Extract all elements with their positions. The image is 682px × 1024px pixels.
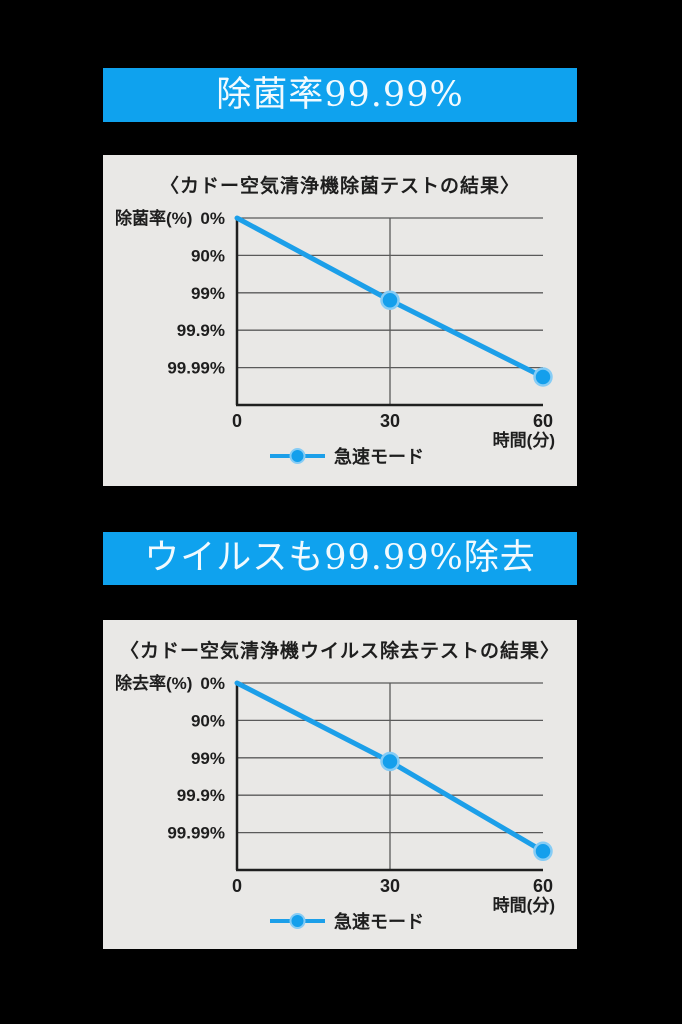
x-tick-label: 0 (232, 411, 242, 431)
chart-panel-virus: 〈カドー空気清浄機ウイルス除去テストの結果〉 0% 90% 99% 99.9% 99.9… (103, 620, 577, 949)
y-tick-label: 0% (200, 674, 225, 693)
sterilization-line-chart: 0% 90% 99% 99.9% 99.99% 0 30 60 除菌率(%) 時間(分) 急速モード (115, 208, 555, 467)
x-axis-label: 時間(分) (493, 895, 555, 915)
y-tick-label: 99.9% (177, 786, 225, 805)
y-tick-label: 0% (200, 209, 225, 228)
x-tick-label: 30 (380, 411, 400, 431)
x-axis-label: 時間(分) (493, 430, 555, 450)
y-tick-label: 99.9% (177, 321, 225, 340)
data-point-marker (380, 290, 400, 311)
headline-banner-sterilization: 除菌率99.99% (103, 68, 577, 122)
y-tick-label: 90% (191, 246, 225, 265)
x-tick-label: 30 (380, 876, 400, 896)
x-tick-label: 60 (533, 876, 553, 896)
chart-panel-sterilization: 〈カドー空気清浄機除菌テストの結果〉 0% 90% 99% 99.9% 99.99% 0 3… (103, 155, 577, 486)
data-point-marker (380, 751, 400, 772)
chart-title: 〈カドー空気清浄機ウイルス除去テストの結果〉 (119, 641, 560, 662)
y-tick-label: 99% (191, 284, 225, 303)
legend-marker-sample (289, 448, 306, 464)
y-axis-label: 除菌率(%) (115, 208, 192, 228)
legend-label: 急速モード (334, 446, 424, 467)
virus-removal-line-chart: 0% 90% 99% 99.9% 99.99% 0 30 60 除去率(%) 時間(分) 急速モード (115, 673, 555, 932)
x-tick-label: 60 (533, 411, 553, 431)
legend-marker-sample (289, 913, 306, 929)
y-axis-label: 除去率(%) (115, 673, 192, 693)
headline-banner-text: 除菌率99.99% (216, 74, 464, 115)
legend-label: 急速モード (334, 911, 424, 932)
y-tick-label: 99% (191, 749, 225, 768)
y-tick-label: 99.99% (167, 359, 225, 378)
headline-banner-text: ウイルスも99.99%除去 (144, 538, 536, 578)
chart-title: 〈カドー空気清浄機除菌テストの結果〉 (159, 176, 520, 197)
y-tick-label: 99.99% (167, 824, 225, 843)
y-tick-label: 90% (191, 711, 225, 730)
data-point-marker (533, 841, 553, 862)
x-tick-label: 0 (232, 876, 242, 896)
data-point-marker (533, 367, 553, 387)
headline-banner-virus: ウイルスも99.99%除去 (103, 532, 577, 585)
